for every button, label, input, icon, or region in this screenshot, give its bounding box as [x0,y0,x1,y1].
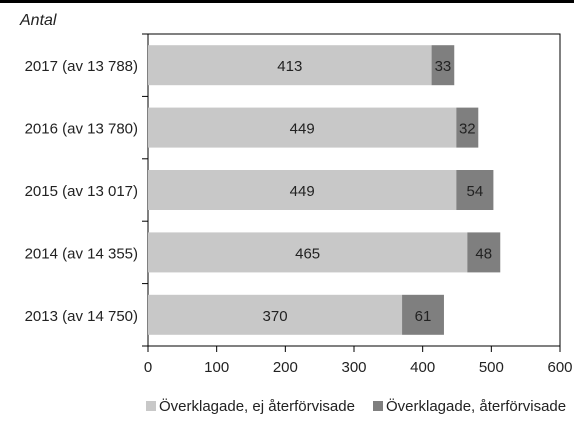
top-rule [0,0,574,3]
bar-value-label: 61 [415,308,432,325]
bar-segment-not-remanded [148,232,468,273]
x-tick-label: 0 [144,359,152,376]
bar-segment-not-remanded [148,170,457,210]
bar-value-label: 48 [475,245,492,262]
bars: 413 33 449 32 449 54 465 48 370 61 [148,45,501,335]
bar-value-label: 449 [290,121,315,138]
bar-segment-not-remanded [148,45,432,86]
bar-segment-remanded [456,170,494,210]
bar-segment-remanded [402,294,444,335]
bar-value-label: 54 [467,183,484,200]
bar-value-label: 465 [295,245,320,262]
category-label: 2015 (av 13 017) [25,183,138,200]
category-label: 2017 (av 13 788) [25,58,138,75]
legend: Överklagade, ej återförvisade Överklagade… [146,397,566,415]
bar-segment-not-remanded [148,294,403,335]
bar-segment-remanded [467,232,501,273]
x-tick-label: 100 [204,359,229,376]
bar-value-label: 33 [435,58,452,75]
bar-value-label: 32 [459,121,476,138]
category-label: 2016 (av 13 780) [25,121,138,138]
bar-value-label: 413 [277,58,302,75]
bar-segment-remanded [431,45,455,86]
x-tick-label: 200 [273,359,298,376]
x-axis: 0 100 200 300 400 500 600 [144,346,573,376]
bar-value-label: 370 [263,308,288,325]
x-tick-label: 500 [479,359,504,376]
legend-swatch-remanded [373,401,383,411]
legend-label-not-remanded: Överklagade, ej återförvisade [159,397,355,415]
x-tick-label: 300 [341,359,366,376]
axis-title: Antal [19,12,57,29]
bar-segment-not-remanded [148,107,457,148]
legend-swatch-not-remanded [146,401,156,411]
y-axis: 2017 (av 13 788) 2016 (av 13 780) 2015 (av… [25,33,148,347]
category-label: 2013 (av 14 750) [25,308,138,325]
category-label: 2014 (av 14 355) [25,245,138,262]
legend-label-remanded: Överklagade, återförvisade [386,397,566,415]
bar-segment-remanded [456,107,479,148]
bar-value-label: 449 [290,183,315,200]
x-tick-label: 600 [547,359,572,376]
x-tick-label: 400 [410,359,435,376]
